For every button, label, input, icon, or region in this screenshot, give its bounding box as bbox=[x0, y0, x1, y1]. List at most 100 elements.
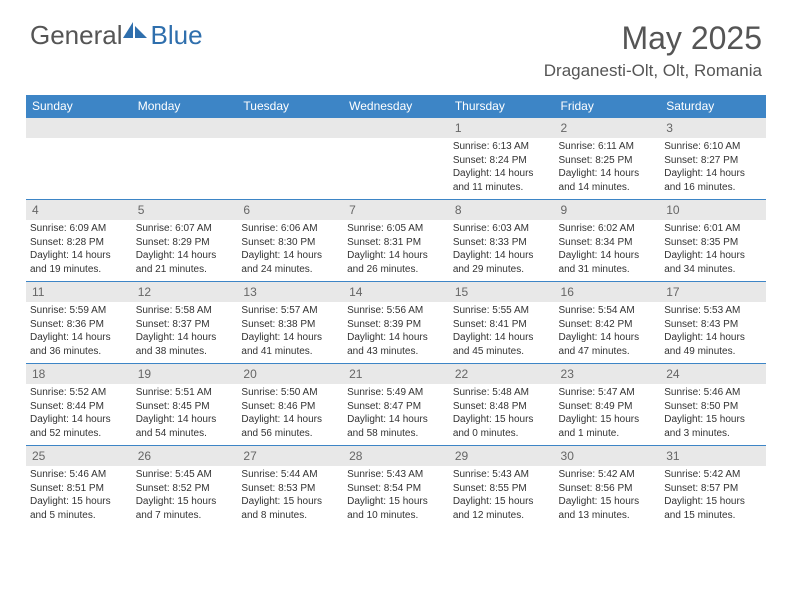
calendar-cell: 24Sunrise: 5:46 AMSunset: 8:50 PMDayligh… bbox=[660, 363, 766, 445]
sunrise-text: Sunrise: 6:10 AM bbox=[664, 140, 762, 154]
sunset-text: Sunset: 8:49 PM bbox=[559, 400, 657, 414]
calendar-cell: 7Sunrise: 6:05 AMSunset: 8:31 PMDaylight… bbox=[343, 199, 449, 281]
calendar-cell: 16Sunrise: 5:54 AMSunset: 8:42 PMDayligh… bbox=[555, 281, 661, 363]
weekday-header: Thursday bbox=[449, 95, 555, 117]
calendar-cell: 12Sunrise: 5:58 AMSunset: 8:37 PMDayligh… bbox=[132, 281, 238, 363]
day-number bbox=[132, 117, 238, 138]
day-number: 21 bbox=[343, 363, 449, 384]
day-number: 6 bbox=[237, 199, 343, 220]
day-content: Sunrise: 5:59 AMSunset: 8:36 PMDaylight:… bbox=[26, 302, 132, 360]
day-content: Sunrise: 5:44 AMSunset: 8:53 PMDaylight:… bbox=[237, 466, 343, 524]
sunrise-text: Sunrise: 5:52 AM bbox=[30, 386, 128, 400]
daylight-text: Daylight: 14 hours and 14 minutes. bbox=[559, 167, 657, 194]
daylight-text: Daylight: 14 hours and 56 minutes. bbox=[241, 413, 339, 440]
sunrise-text: Sunrise: 5:47 AM bbox=[559, 386, 657, 400]
page-header: General Blue May 2025 Draganesti-Olt, Ol… bbox=[0, 0, 792, 89]
day-number: 24 bbox=[660, 363, 766, 384]
sunset-text: Sunset: 8:47 PM bbox=[347, 400, 445, 414]
calendar-row: 11Sunrise: 5:59 AMSunset: 8:36 PMDayligh… bbox=[26, 281, 766, 363]
sunrise-text: Sunrise: 6:09 AM bbox=[30, 222, 128, 236]
day-content: Sunrise: 6:09 AMSunset: 8:28 PMDaylight:… bbox=[26, 220, 132, 278]
day-content: Sunrise: 5:48 AMSunset: 8:48 PMDaylight:… bbox=[449, 384, 555, 442]
day-number: 4 bbox=[26, 199, 132, 220]
daylight-text: Daylight: 14 hours and 43 minutes. bbox=[347, 331, 445, 358]
sunset-text: Sunset: 8:38 PM bbox=[241, 318, 339, 332]
day-number: 20 bbox=[237, 363, 343, 384]
day-content: Sunrise: 5:49 AMSunset: 8:47 PMDaylight:… bbox=[343, 384, 449, 442]
sunset-text: Sunset: 8:33 PM bbox=[453, 236, 551, 250]
day-number: 7 bbox=[343, 199, 449, 220]
daylight-text: Daylight: 15 hours and 3 minutes. bbox=[664, 413, 762, 440]
weekday-header: Tuesday bbox=[237, 95, 343, 117]
daylight-text: Daylight: 14 hours and 54 minutes. bbox=[136, 413, 234, 440]
day-content: Sunrise: 6:13 AMSunset: 8:24 PMDaylight:… bbox=[449, 138, 555, 196]
day-number: 31 bbox=[660, 445, 766, 466]
calendar-cell: 28Sunrise: 5:43 AMSunset: 8:54 PMDayligh… bbox=[343, 445, 449, 527]
day-number: 8 bbox=[449, 199, 555, 220]
daylight-text: Daylight: 14 hours and 52 minutes. bbox=[30, 413, 128, 440]
day-content: Sunrise: 5:45 AMSunset: 8:52 PMDaylight:… bbox=[132, 466, 238, 524]
calendar-cell: 19Sunrise: 5:51 AMSunset: 8:45 PMDayligh… bbox=[132, 363, 238, 445]
day-number: 3 bbox=[660, 117, 766, 138]
day-number: 27 bbox=[237, 445, 343, 466]
sunset-text: Sunset: 8:25 PM bbox=[559, 154, 657, 168]
daylight-text: Daylight: 14 hours and 11 minutes. bbox=[453, 167, 551, 194]
sunrise-text: Sunrise: 5:42 AM bbox=[559, 468, 657, 482]
sunset-text: Sunset: 8:34 PM bbox=[559, 236, 657, 250]
logo-text-general: General bbox=[30, 20, 123, 51]
calendar-row: 18Sunrise: 5:52 AMSunset: 8:44 PMDayligh… bbox=[26, 363, 766, 445]
day-number: 11 bbox=[26, 281, 132, 302]
sunrise-text: Sunrise: 5:53 AM bbox=[664, 304, 762, 318]
daylight-text: Daylight: 14 hours and 58 minutes. bbox=[347, 413, 445, 440]
sunrise-text: Sunrise: 6:06 AM bbox=[241, 222, 339, 236]
day-number: 15 bbox=[449, 281, 555, 302]
sunrise-text: Sunrise: 6:07 AM bbox=[136, 222, 234, 236]
daylight-text: Daylight: 14 hours and 41 minutes. bbox=[241, 331, 339, 358]
day-number bbox=[26, 117, 132, 138]
sunrise-text: Sunrise: 5:45 AM bbox=[136, 468, 234, 482]
day-number: 26 bbox=[132, 445, 238, 466]
sunrise-text: Sunrise: 6:01 AM bbox=[664, 222, 762, 236]
sunrise-text: Sunrise: 5:55 AM bbox=[453, 304, 551, 318]
day-number: 14 bbox=[343, 281, 449, 302]
calendar-cell: 15Sunrise: 5:55 AMSunset: 8:41 PMDayligh… bbox=[449, 281, 555, 363]
logo-text-blue: Blue bbox=[151, 20, 203, 51]
sunset-text: Sunset: 8:43 PM bbox=[664, 318, 762, 332]
sunset-text: Sunset: 8:48 PM bbox=[453, 400, 551, 414]
sunrise-text: Sunrise: 6:02 AM bbox=[559, 222, 657, 236]
day-number: 16 bbox=[555, 281, 661, 302]
daylight-text: Daylight: 14 hours and 38 minutes. bbox=[136, 331, 234, 358]
day-content: Sunrise: 5:54 AMSunset: 8:42 PMDaylight:… bbox=[555, 302, 661, 360]
sunset-text: Sunset: 8:24 PM bbox=[453, 154, 551, 168]
day-number bbox=[343, 117, 449, 138]
daylight-text: Daylight: 14 hours and 26 minutes. bbox=[347, 249, 445, 276]
calendar-cell: 14Sunrise: 5:56 AMSunset: 8:39 PMDayligh… bbox=[343, 281, 449, 363]
day-content: Sunrise: 6:06 AMSunset: 8:30 PMDaylight:… bbox=[237, 220, 343, 278]
sunrise-text: Sunrise: 5:43 AM bbox=[453, 468, 551, 482]
daylight-text: Daylight: 14 hours and 45 minutes. bbox=[453, 331, 551, 358]
day-number: 25 bbox=[26, 445, 132, 466]
logo: General Blue bbox=[30, 20, 203, 51]
day-number: 2 bbox=[555, 117, 661, 138]
day-number: 28 bbox=[343, 445, 449, 466]
daylight-text: Daylight: 14 hours and 21 minutes. bbox=[136, 249, 234, 276]
day-content: Sunrise: 5:56 AMSunset: 8:39 PMDaylight:… bbox=[343, 302, 449, 360]
sunset-text: Sunset: 8:45 PM bbox=[136, 400, 234, 414]
day-number: 30 bbox=[555, 445, 661, 466]
calendar-cell: 11Sunrise: 5:59 AMSunset: 8:36 PMDayligh… bbox=[26, 281, 132, 363]
day-number: 22 bbox=[449, 363, 555, 384]
calendar-cell: 6Sunrise: 6:06 AMSunset: 8:30 PMDaylight… bbox=[237, 199, 343, 281]
day-number: 17 bbox=[660, 281, 766, 302]
day-content: Sunrise: 5:53 AMSunset: 8:43 PMDaylight:… bbox=[660, 302, 766, 360]
calendar-cell: 8Sunrise: 6:03 AMSunset: 8:33 PMDaylight… bbox=[449, 199, 555, 281]
daylight-text: Daylight: 15 hours and 1 minute. bbox=[559, 413, 657, 440]
sunset-text: Sunset: 8:52 PM bbox=[136, 482, 234, 496]
day-number: 18 bbox=[26, 363, 132, 384]
calendar-cell: 17Sunrise: 5:53 AMSunset: 8:43 PMDayligh… bbox=[660, 281, 766, 363]
day-content: Sunrise: 5:46 AMSunset: 8:50 PMDaylight:… bbox=[660, 384, 766, 442]
calendar-row: 25Sunrise: 5:46 AMSunset: 8:51 PMDayligh… bbox=[26, 445, 766, 527]
daylight-text: Daylight: 15 hours and 5 minutes. bbox=[30, 495, 128, 522]
calendar-cell: 13Sunrise: 5:57 AMSunset: 8:38 PMDayligh… bbox=[237, 281, 343, 363]
sunrise-text: Sunrise: 6:05 AM bbox=[347, 222, 445, 236]
sunset-text: Sunset: 8:46 PM bbox=[241, 400, 339, 414]
